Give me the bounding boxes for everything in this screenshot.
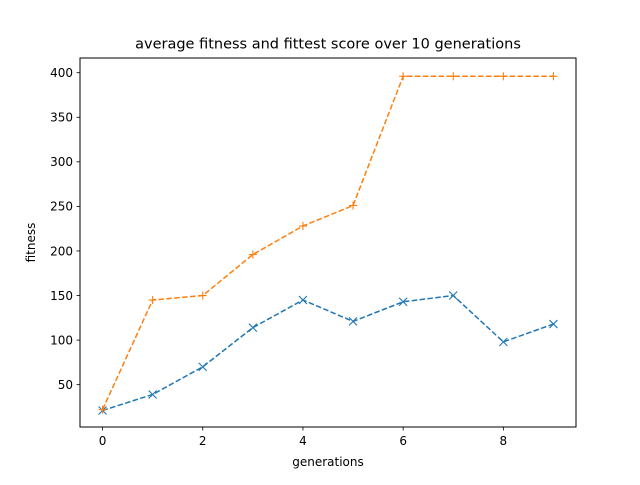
plot-area bbox=[98, 72, 558, 415]
series-2-point bbox=[349, 201, 358, 210]
y-tick-label: 350 bbox=[50, 111, 73, 125]
series-2-point bbox=[148, 295, 157, 304]
chart-title: average fitness and fittest score over 1… bbox=[135, 37, 521, 53]
y-tick-label: 50 bbox=[58, 378, 73, 392]
y-tick-label: 100 bbox=[50, 333, 73, 347]
series-2-point bbox=[198, 291, 207, 300]
series-2-point bbox=[298, 222, 307, 231]
x-tick-label: 2 bbox=[199, 434, 207, 448]
series-2-line bbox=[101, 75, 554, 410]
series-1-point bbox=[348, 316, 358, 326]
y-tick-label: 150 bbox=[50, 289, 73, 303]
series-1-point bbox=[248, 323, 258, 333]
series-2-point bbox=[98, 405, 107, 414]
y-axis: 50 100 150 200 250 300 350 400 bbox=[50, 66, 80, 392]
y-tick-label: 300 bbox=[50, 155, 73, 169]
x-tick-label: 8 bbox=[500, 434, 508, 448]
series-2-point bbox=[549, 72, 558, 81]
series-2-point bbox=[248, 250, 257, 259]
x-tick-label: 6 bbox=[399, 434, 407, 448]
y-tick-label: 250 bbox=[50, 200, 73, 214]
x-tick-label: 0 bbox=[99, 434, 107, 448]
series-1-point bbox=[498, 337, 508, 347]
y-tick-label: 200 bbox=[50, 244, 73, 258]
series-1-point bbox=[448, 291, 458, 300]
series-1-point bbox=[148, 390, 158, 399]
series-1-point bbox=[398, 297, 408, 307]
series-1-point bbox=[549, 319, 558, 329]
x-axis: 0 2 4 6 8 bbox=[99, 427, 507, 448]
series-1-point bbox=[298, 295, 308, 305]
series-2-point bbox=[399, 72, 408, 81]
y-axis-label: fitness bbox=[24, 223, 38, 263]
series-1-line bbox=[102, 294, 554, 412]
y-tick-label: 400 bbox=[50, 66, 73, 80]
series-2-point bbox=[449, 72, 458, 81]
x-axis-label: generations bbox=[292, 455, 364, 469]
series-2-point bbox=[499, 72, 508, 81]
x-tick-label: 4 bbox=[299, 434, 307, 448]
axes-frame bbox=[79, 57, 577, 428]
series-1-point bbox=[198, 362, 208, 372]
